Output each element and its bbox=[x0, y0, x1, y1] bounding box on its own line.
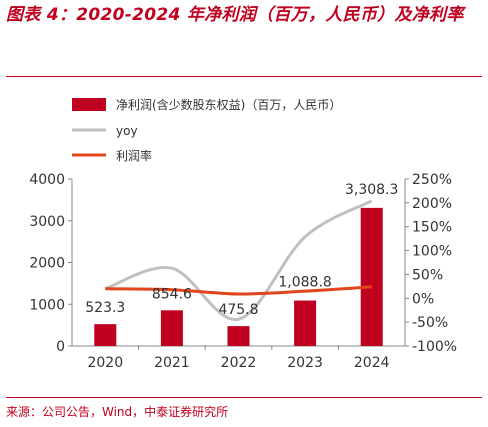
right-tick-label: -100% bbox=[412, 339, 457, 355]
right-tick-label: 50% bbox=[412, 267, 443, 283]
legend-swatch-bar bbox=[72, 98, 106, 111]
net-margin-line bbox=[105, 285, 372, 296]
left-tick-label: 3000 bbox=[29, 214, 65, 230]
source-note: 来源：公司公告，Wind，中泰证券研究所 bbox=[6, 405, 229, 419]
left-tick-label: 1000 bbox=[29, 297, 65, 313]
legend-label-net-profit: 净利润(含少数股东权益)（百万，人民币） bbox=[116, 97, 341, 112]
left-tick-label: 2000 bbox=[29, 256, 65, 272]
x-tick-label: 2020 bbox=[87, 355, 123, 371]
source-divider bbox=[6, 397, 482, 398]
title-divider bbox=[6, 76, 482, 77]
x-tick-label: 2022 bbox=[221, 355, 257, 371]
left-tick-label: 4000 bbox=[29, 172, 65, 188]
legend-label-margin: 利润率 bbox=[116, 148, 152, 163]
data-label: 1,088.8 bbox=[278, 275, 331, 291]
x-tick-label: 2021 bbox=[154, 355, 190, 371]
data-label: 475.8 bbox=[218, 302, 258, 318]
data-label: 854.6 bbox=[152, 286, 192, 302]
x-tick-label: 2024 bbox=[354, 355, 390, 371]
bar bbox=[294, 300, 317, 346]
right-tick-label: 100% bbox=[412, 244, 452, 260]
bar bbox=[360, 207, 383, 346]
legend-label-yoy: yoy bbox=[116, 124, 138, 138]
right-tick-label: 200% bbox=[412, 196, 452, 212]
right-tick-label: 250% bbox=[412, 172, 452, 188]
bar bbox=[160, 310, 183, 346]
left-tick-label: 0 bbox=[56, 339, 65, 355]
right-tick-label: 0% bbox=[412, 291, 434, 307]
bar bbox=[227, 326, 250, 346]
bar bbox=[94, 324, 117, 346]
chart-title: 图表 4：2020-2024 年净利润（百万，人民币）及净利率 bbox=[6, 5, 464, 25]
data-label: 523.3 bbox=[85, 300, 125, 316]
right-tick-label: -50% bbox=[412, 315, 448, 331]
yoy-line bbox=[104, 199, 373, 321]
data-label: 3,308.3 bbox=[345, 182, 398, 198]
right-tick-label: 150% bbox=[412, 220, 452, 236]
x-tick-label: 2023 bbox=[287, 355, 323, 371]
